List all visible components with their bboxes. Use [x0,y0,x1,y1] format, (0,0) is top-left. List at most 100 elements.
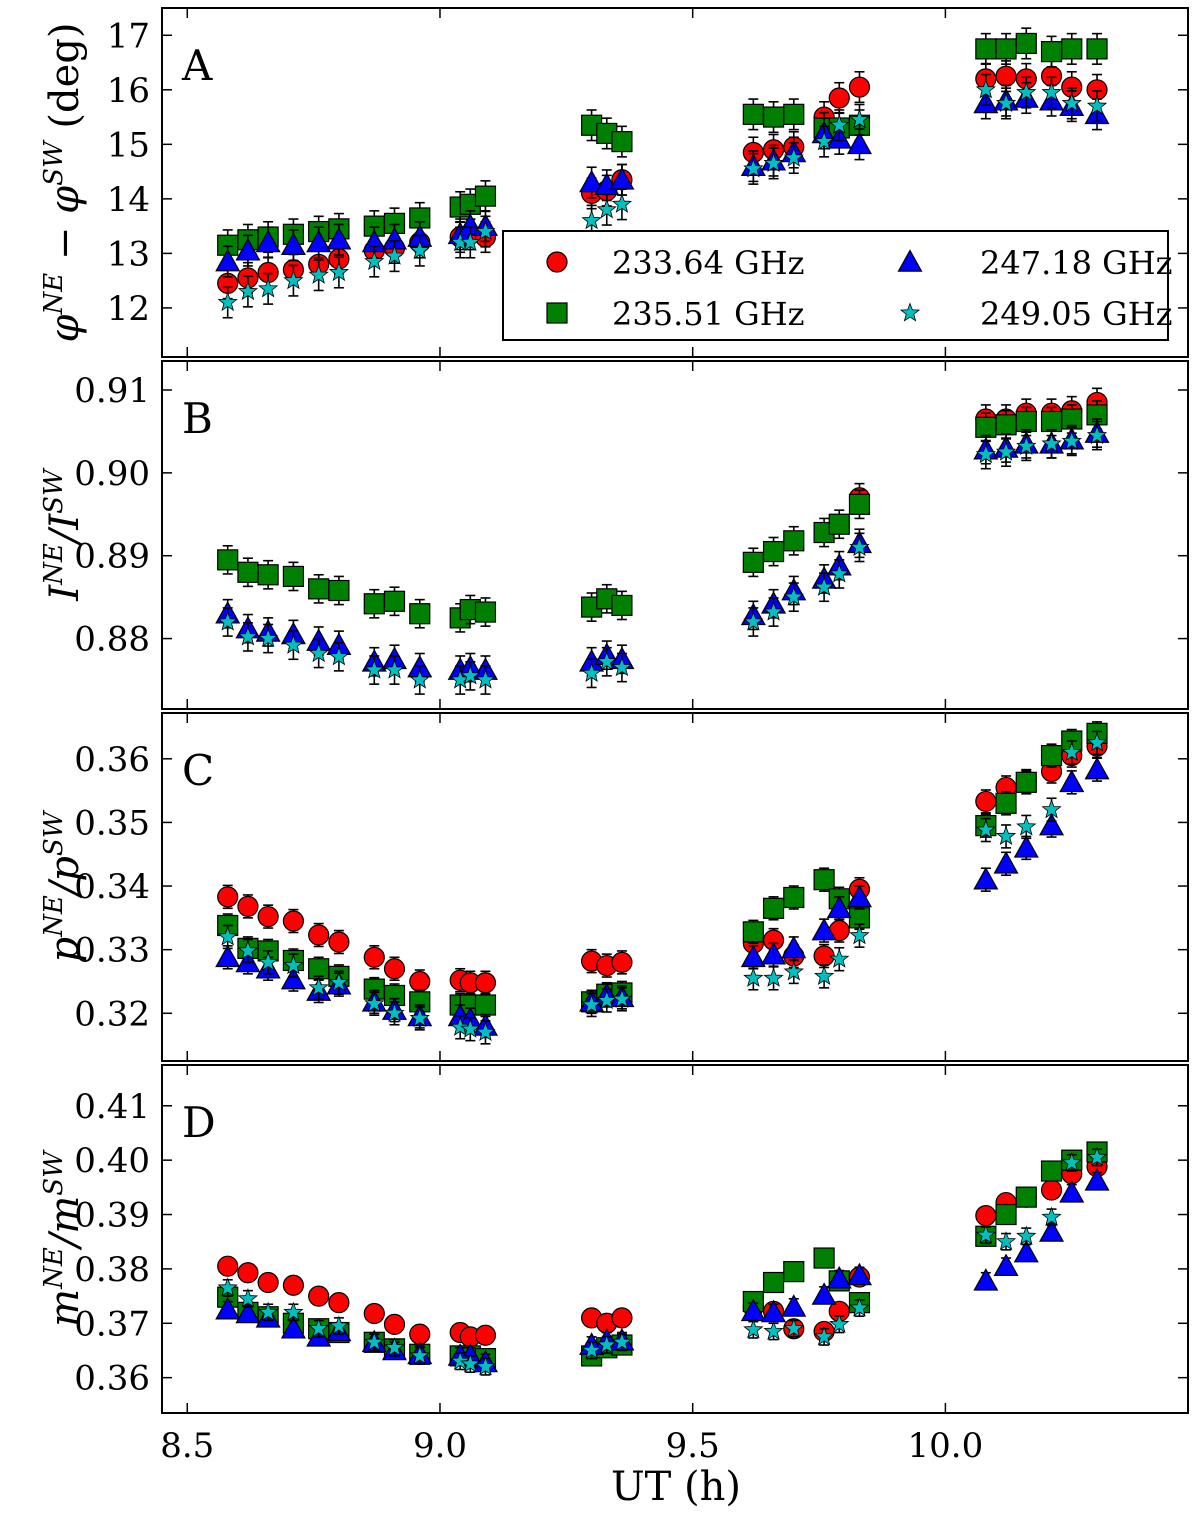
panel-c-point-249-05-ghz [283,954,304,975]
panel-a-ytick-label: 12 [107,289,150,329]
panel-d-letter: D [182,1098,216,1147]
panel-d-ytick-label: 0.41 [74,1087,150,1127]
panel-c-point-249-05-ghz [258,951,279,972]
panel-d-point-249-05-ghz [237,1288,259,1308]
panel-d-point-235-51-ghz [813,1247,835,1269]
panel-b-point-235-51-ghz [217,549,239,571]
panel-c-letter: C [182,746,214,795]
panel-d-point-247-18-ghz [215,1296,241,1320]
panel-c-ticks: 0.32 0.33 0.34 0.35 0.36 [74,713,1188,1061]
panel-b-point-235-51-ghz [328,579,350,602]
panel-d-series-235-51-ghz [217,1141,1108,1370]
legend-entry-233-64: 233.64 GHz [546,244,804,282]
panel-c-point-233-64-ghz [474,972,497,994]
panel-a-ytick-label: 14 [107,180,150,220]
panel-c-series-233-64-ghz [217,733,1108,995]
panel-c-point-249-05-ghz [849,925,870,945]
panel-d-point-249-05-ghz [1061,1152,1082,1172]
panel-a-point-247-18-ghz [255,229,281,253]
panel-b-ytick-label: 0.90 [74,454,150,494]
panel-d-point-249-05-ghz [596,1334,617,1354]
panel-d-point-247-18-ghz [280,1315,306,1339]
panel-b-point-249-05-ghz [763,601,784,621]
panel-a-letter: A [181,41,213,90]
legend-entry-235-51: 235.51 GHz [546,295,804,333]
panel-a-point-249-05-ghz [328,261,350,282]
panel-d-point-233-64-ghz [975,1205,997,1227]
panel-b-point-249-05-ghz [975,443,996,464]
panel-a-point-235-51-ghz [1086,38,1108,60]
panel-c-point-249-05-ghz [217,926,238,946]
panel-c-point-249-05-ghz [237,940,259,960]
panel-d-series-233-64-ghz [217,1156,1108,1348]
panel-c-point-247-18-ghz [811,917,837,941]
panel-c-point-249-05-ghz [460,1018,481,1038]
panel-c-series-249-05-ghz [217,730,1108,1045]
panel-b-point-249-05-ghz [1041,433,1062,453]
panel-d-ytick-label: 0.38 [74,1250,150,1290]
panel-b-point-249-05-ghz [217,611,238,631]
panel-c-point-247-18-ghz [761,942,787,965]
panel-a-point-235-51-ghz [474,185,497,207]
panel-c-point-249-05-ghz [450,1016,471,1036]
panel-b-point-235-51-ghz [308,578,330,600]
panel-a-point-235-51-ghz [1061,38,1083,60]
panel-b-point-249-05-ghz [611,656,633,677]
panel-b-data [215,387,1110,695]
panel-d-point-249-05-ghz [611,1331,633,1351]
panel-b-point-249-05-ghz [364,659,385,679]
x-tick-label: 8.5 [160,1426,214,1466]
panel-c-ytick-label: 0.36 [74,740,150,780]
panel-d-point-249-05-ghz [384,1337,405,1357]
legend-label-249-05: 249.05 GHz [980,295,1172,333]
panel-d-point-235-51-ghz [995,1203,1017,1226]
panel-d-point-249-05-ghz [975,1224,996,1244]
panel-d-point-247-18-ghz [811,1282,837,1305]
panel-a-point-249-05-ghz [849,109,870,129]
panel-a-point-249-05-ghz [384,245,405,265]
panel-d-point-247-18-ghz [1013,1239,1039,1263]
panel-a-series-235-51-ghz [217,27,1108,262]
panel-a-point-235-51-ghz [1040,41,1063,63]
panel-b-ticks: 0.88 0.89 0.90 0.91 [74,361,1188,709]
panel-d-ytick-label: 0.40 [74,1141,150,1181]
panel-b-point-249-05-ghz [1086,424,1108,445]
panel-d-point-235-51-ghz [1040,1160,1063,1182]
panel-b-point-235-51-ghz [383,590,406,612]
panel-c-point-235-51-ghz [813,869,835,891]
x-axis-title: UT (h) [611,1464,741,1510]
panel-d-point-233-64-ghz [257,1271,279,1294]
panel-d-point-247-18-ghz [993,1253,1019,1276]
panel-d-point-247-18-ghz [781,1294,807,1317]
panel-c-point-249-05-ghz [328,972,350,992]
panel-c-point-233-64-ghz [257,905,279,928]
panel-d-point-249-05-ghz [364,1331,385,1351]
panel-c-point-235-51-ghz [742,921,764,943]
panel-a-point-247-18-ghz [306,229,332,253]
panel-a-point-249-05-ghz [1016,81,1037,102]
panel-c-point-249-05-ghz [1041,799,1062,819]
panel-b-point-235-51-ghz [742,551,764,573]
panel-a-ytick-label: 15 [107,125,150,165]
panel-d-point-247-18-ghz [826,1265,852,1289]
panel-c-point-235-51-ghz [1040,745,1063,767]
panel-d-point-233-64-ghz [308,1285,330,1307]
panel-a-point-247-18-ghz [846,131,872,155]
panel-c-point-247-18-ghz [826,895,852,919]
legend-label-247-18: 247.18 GHz [980,244,1172,282]
panel-d-point-249-05-ghz [829,1313,850,1333]
panel-a-point-235-51-ghz [762,106,785,128]
panel-a-point-247-18-ghz [235,237,261,261]
panel-c-point-247-18-ghz [1084,756,1110,780]
panel-d-point-235-51-ghz [1015,1186,1037,1208]
panel-d-point-249-05-ghz [283,1301,304,1322]
panel-c-point-249-05-ghz [409,1007,430,1027]
legend-marker-233-64-ghz [546,251,568,273]
panel-b-point-249-05-ghz [1016,435,1037,455]
x-tick-label: 10.0 [908,1426,984,1466]
x-tick-labels: 8.5 9.0 9.5 10.0 [160,1426,983,1466]
panel-c-point-233-64-ghz [328,931,350,953]
panel-d-point-233-64-ghz [409,1323,431,1345]
